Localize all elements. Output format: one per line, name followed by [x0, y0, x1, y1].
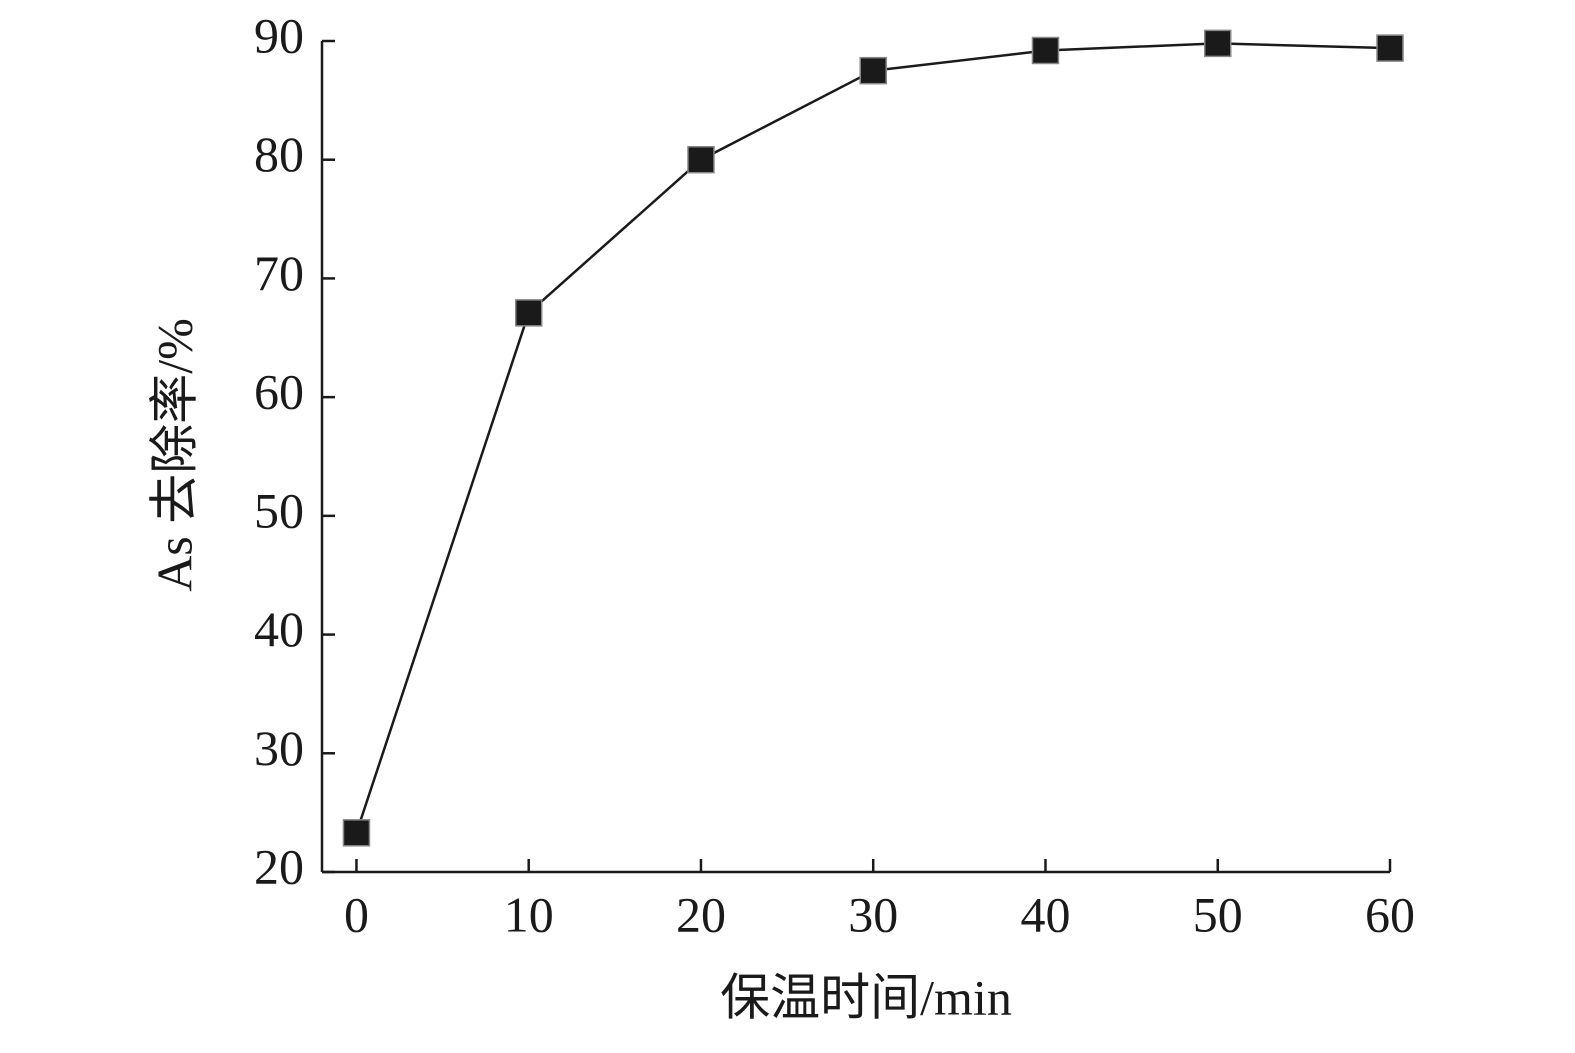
point-marker — [342, 819, 371, 847]
y-axis-label: As 去除率/% — [146, 318, 202, 592]
y-tick-label: 40 — [254, 601, 304, 657]
y-tick-label: 20 — [254, 838, 304, 894]
x-tick-label: 40 — [1020, 886, 1070, 942]
x-axis-label: 保温时间/min — [720, 969, 1012, 1025]
x-tick-label: 30 — [848, 886, 898, 942]
x-tick-label: 60 — [1365, 886, 1415, 942]
y-tick-label: 90 — [254, 7, 304, 63]
point-marker — [1376, 34, 1404, 62]
y-tick-label: 70 — [254, 245, 304, 301]
x-tick-label: 50 — [1193, 886, 1243, 942]
y-tick-label: 80 — [254, 126, 304, 182]
x-tick-label: 20 — [676, 886, 726, 942]
point-marker — [859, 56, 887, 85]
x-tick-label: 0 — [344, 886, 369, 942]
y-tick-label: 50 — [254, 482, 304, 538]
series-line — [355, 42, 1391, 834]
x-tick-label: 10 — [504, 886, 554, 942]
point-marker — [1031, 36, 1060, 65]
point-marker — [514, 299, 543, 327]
y-tick-label: 60 — [254, 364, 304, 420]
point-marker — [687, 145, 715, 174]
y-tick-label: 30 — [254, 720, 304, 776]
point-marker — [1203, 29, 1232, 58]
